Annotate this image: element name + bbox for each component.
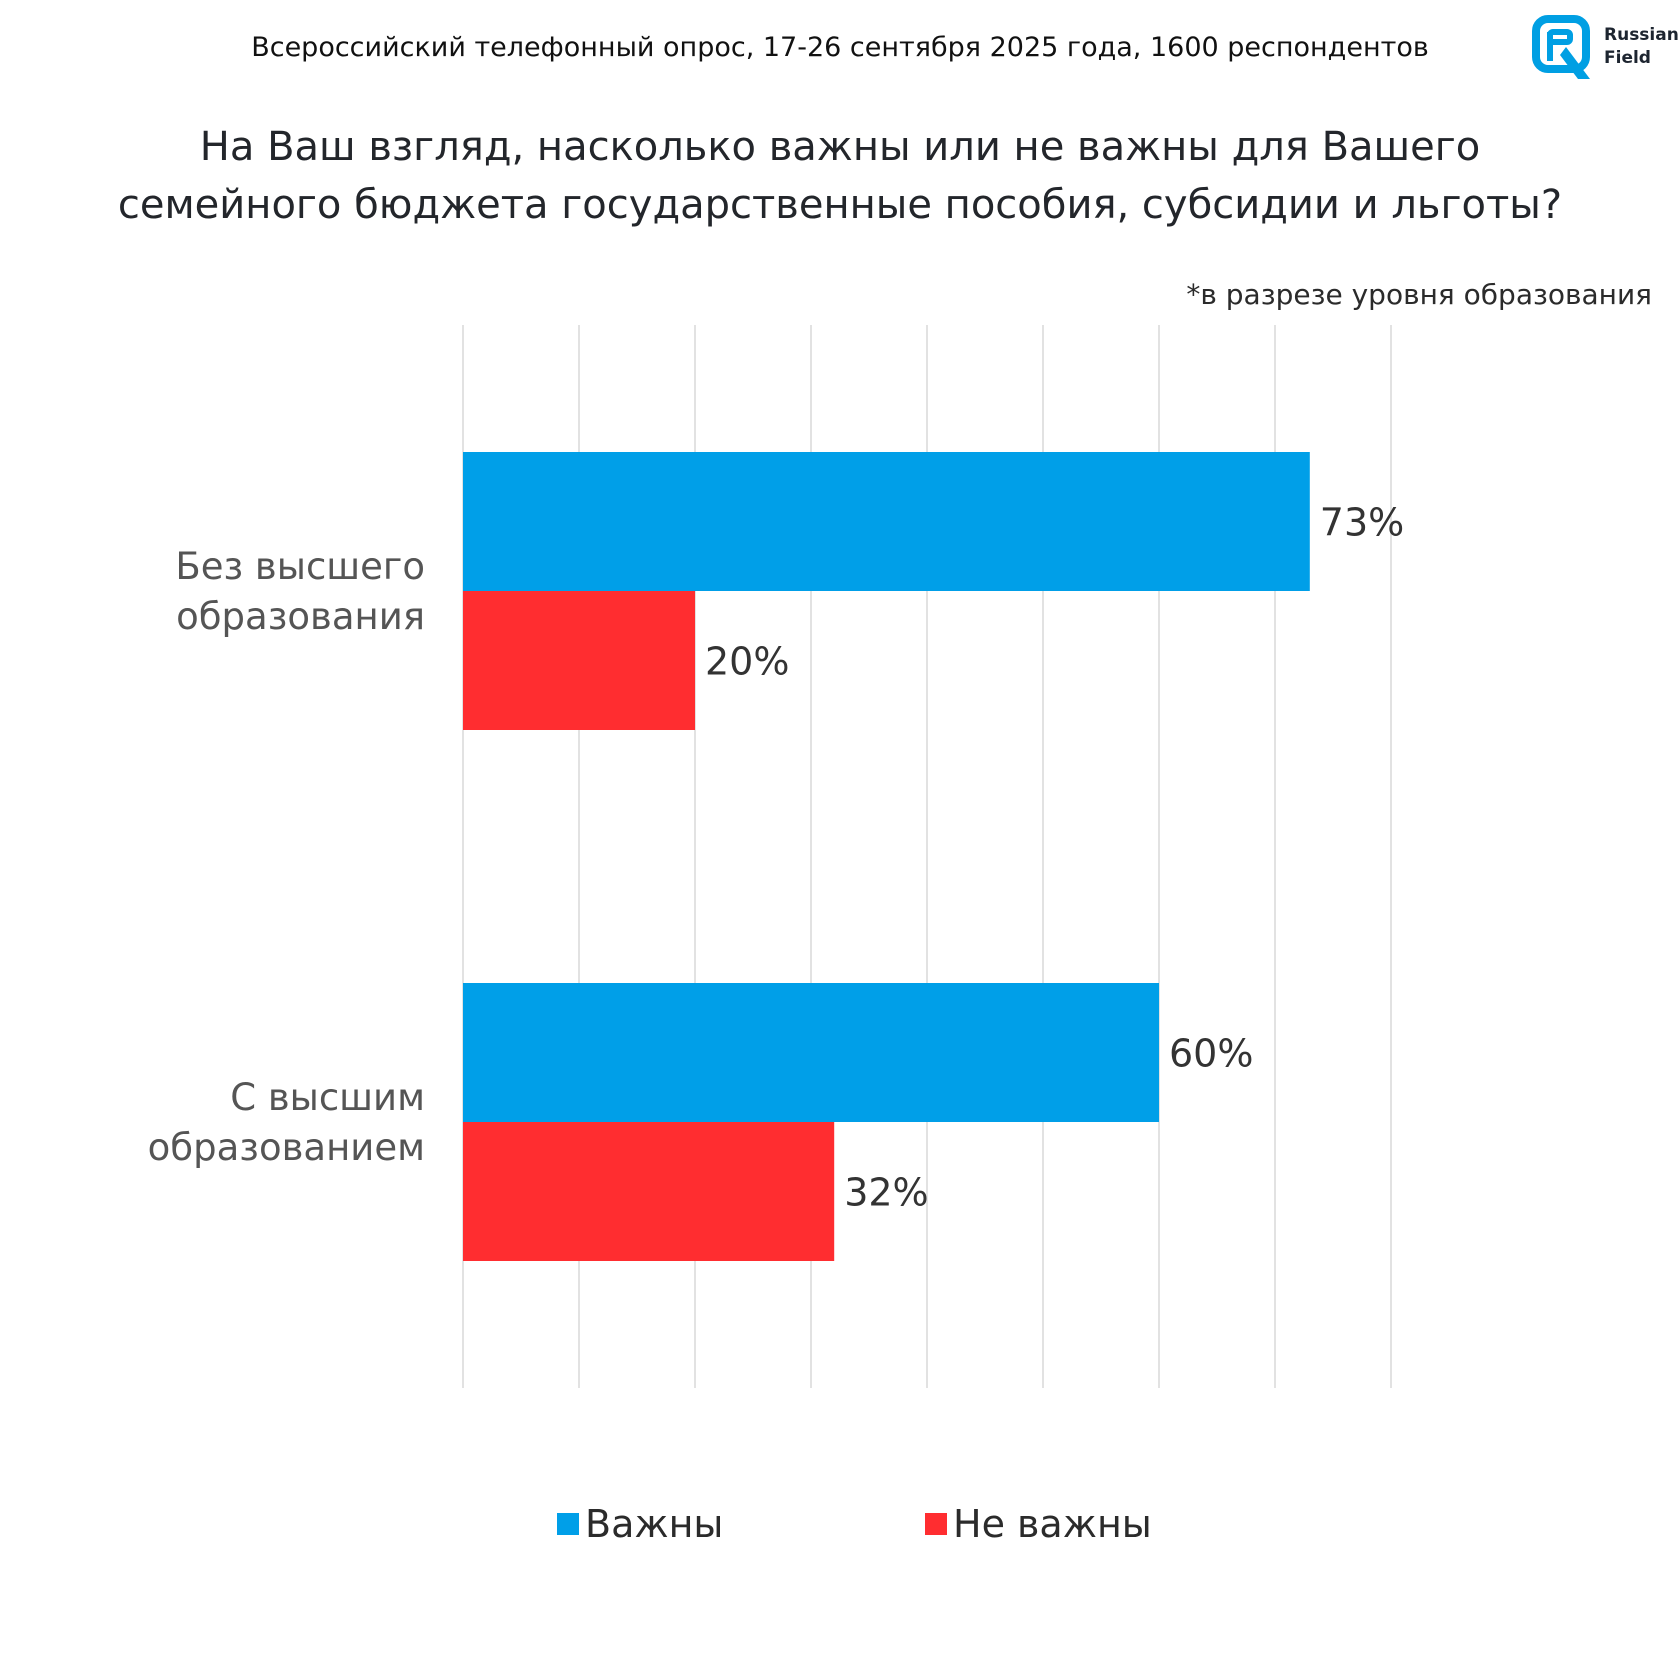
legend-item: Важны [557, 1502, 723, 1546]
category-label: Без высшего [175, 545, 425, 588]
legend-label: Не важны [953, 1502, 1152, 1546]
category-label: С высшим [230, 1076, 425, 1119]
chart-title: На Ваш взгляд, насколько важны или не ва… [60, 118, 1620, 234]
chart-note: *в разрезе уровня образования [1186, 278, 1652, 311]
category-label: образования [176, 595, 425, 638]
chart-title-line1: На Ваш взгляд, насколько важны или не ва… [199, 124, 1481, 170]
legend-swatch [925, 1513, 947, 1535]
legend-label: Важны [585, 1502, 724, 1546]
legend-swatch [557, 1513, 579, 1535]
survey-info: Всероссийский телефонный опрос, 17-26 се… [251, 32, 1429, 63]
data-label: 60% [1169, 1032, 1253, 1076]
bar [463, 591, 695, 730]
data-label: 73% [1320, 501, 1404, 545]
logo-text-line1: Russian [1604, 25, 1679, 45]
data-label: 32% [844, 1171, 928, 1215]
bar [463, 1122, 835, 1261]
logo-icon [1532, 15, 1590, 79]
logo-text-line2: Field [1604, 48, 1651, 68]
bar [463, 983, 1159, 1122]
chart-legend: Важны Не важны [0, 1502, 1680, 1562]
data-label: 20% [705, 640, 789, 684]
chart-title-line2: семейного бюджета государственные пособи… [117, 182, 1563, 228]
category-label: образованием [148, 1126, 425, 1169]
logo: Russian Field [1532, 15, 1679, 85]
legend-item: Не важны [925, 1502, 1152, 1546]
bar [463, 452, 1310, 591]
